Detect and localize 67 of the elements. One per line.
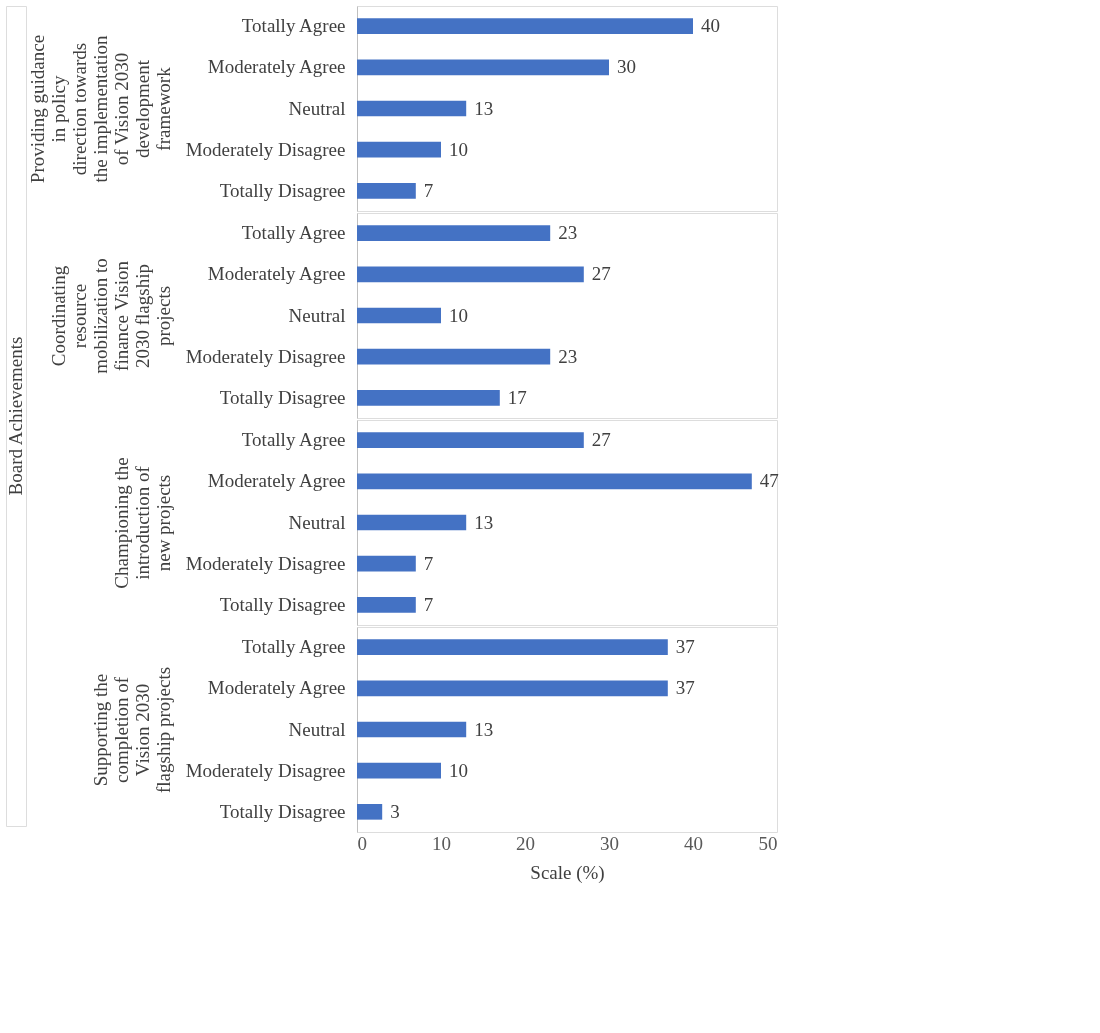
x-axis-title: Scale (%) [530, 861, 605, 884]
data-label: 17 [507, 386, 527, 408]
bar [357, 266, 584, 283]
y-axis-title: Coordinating resource mobilization to finance Vision 2030 flagship projects [47, 258, 174, 374]
y-axis-title: Championing the introduction of new projects [110, 457, 174, 589]
y-tick-label: Totally Agree [241, 15, 346, 37]
data-label: 7 [423, 552, 434, 574]
bar [357, 225, 551, 241]
y-tick-label: Totally Disagree [219, 800, 346, 822]
bar [357, 18, 693, 34]
data-label: 10 [449, 138, 468, 160]
y-tick-label: Neutral [288, 97, 346, 119]
x-tick-label: 0 [357, 832, 367, 854]
data-label: 40 [701, 15, 720, 37]
bar [357, 555, 416, 572]
y-tick-label: Moderately Agree [207, 677, 346, 699]
y-tick-label: Totally Agree [241, 429, 346, 451]
bar [357, 390, 500, 406]
x-tick-label: 20 [516, 832, 535, 854]
x-tick-label: 50 [758, 832, 778, 854]
bar [357, 307, 441, 324]
y-tick-label: Totally Disagree [219, 593, 346, 615]
x-tick-label: 40 [684, 832, 703, 854]
y-tick-label: Moderately Disagree [185, 552, 346, 574]
y-axis-title: Supporting the completion of Vision 2030 flagship projects [89, 666, 174, 794]
y-tick-label: Moderately Disagree [185, 759, 346, 781]
y-tick-label: Moderately Agree [207, 470, 346, 492]
bar [357, 183, 416, 199]
text: Board Achievements [5, 336, 26, 496]
y-tick-label: Totally Agree [241, 222, 346, 244]
y-tick-label: Neutral [288, 511, 346, 533]
bar [357, 597, 416, 613]
data-label: 23 [558, 222, 578, 244]
bar [357, 100, 467, 117]
data-label: 10 [449, 759, 468, 781]
data-label: 3 [390, 800, 400, 822]
data-label: 30 [617, 56, 636, 78]
y-tick-label: Totally Disagree [219, 386, 346, 408]
data-label: 13 [474, 511, 494, 533]
y-axis-title: Providing guidance in policy direction towards the implementation of Vision 2030 development framework [26, 34, 174, 184]
y-tick-label: Totally Agree [241, 636, 346, 658]
y-tick-label: Neutral [288, 304, 346, 326]
bar [357, 59, 609, 76]
bar [357, 473, 752, 490]
bar [357, 141, 441, 158]
bar [357, 348, 551, 365]
y-tick-label: Totally Disagree [219, 179, 346, 201]
data-label: 27 [591, 263, 611, 285]
data-label: 10 [449, 304, 468, 326]
y-tick-label: Moderately Agree [207, 56, 346, 78]
data-label: 47 [759, 470, 779, 492]
data-label: 7 [423, 593, 434, 615]
data-label: 37 [675, 677, 695, 699]
y-tick-label: Moderately Agree [207, 263, 346, 285]
data-label: 7 [423, 179, 434, 201]
data-label: 13 [474, 718, 494, 740]
bar [357, 432, 584, 448]
data-label: 23 [558, 345, 578, 367]
bar [357, 514, 467, 531]
data-label: 27 [591, 429, 611, 451]
x-tick-label: 10 [432, 832, 451, 854]
x-tick-label: 30 [600, 832, 619, 854]
y-tick-label: Moderately Disagree [185, 138, 346, 160]
y-tick-label: Neutral [288, 718, 346, 740]
data-label: 37 [675, 636, 695, 658]
y-tick-label: Moderately Disagree [185, 345, 346, 367]
data-label: 13 [474, 97, 494, 119]
